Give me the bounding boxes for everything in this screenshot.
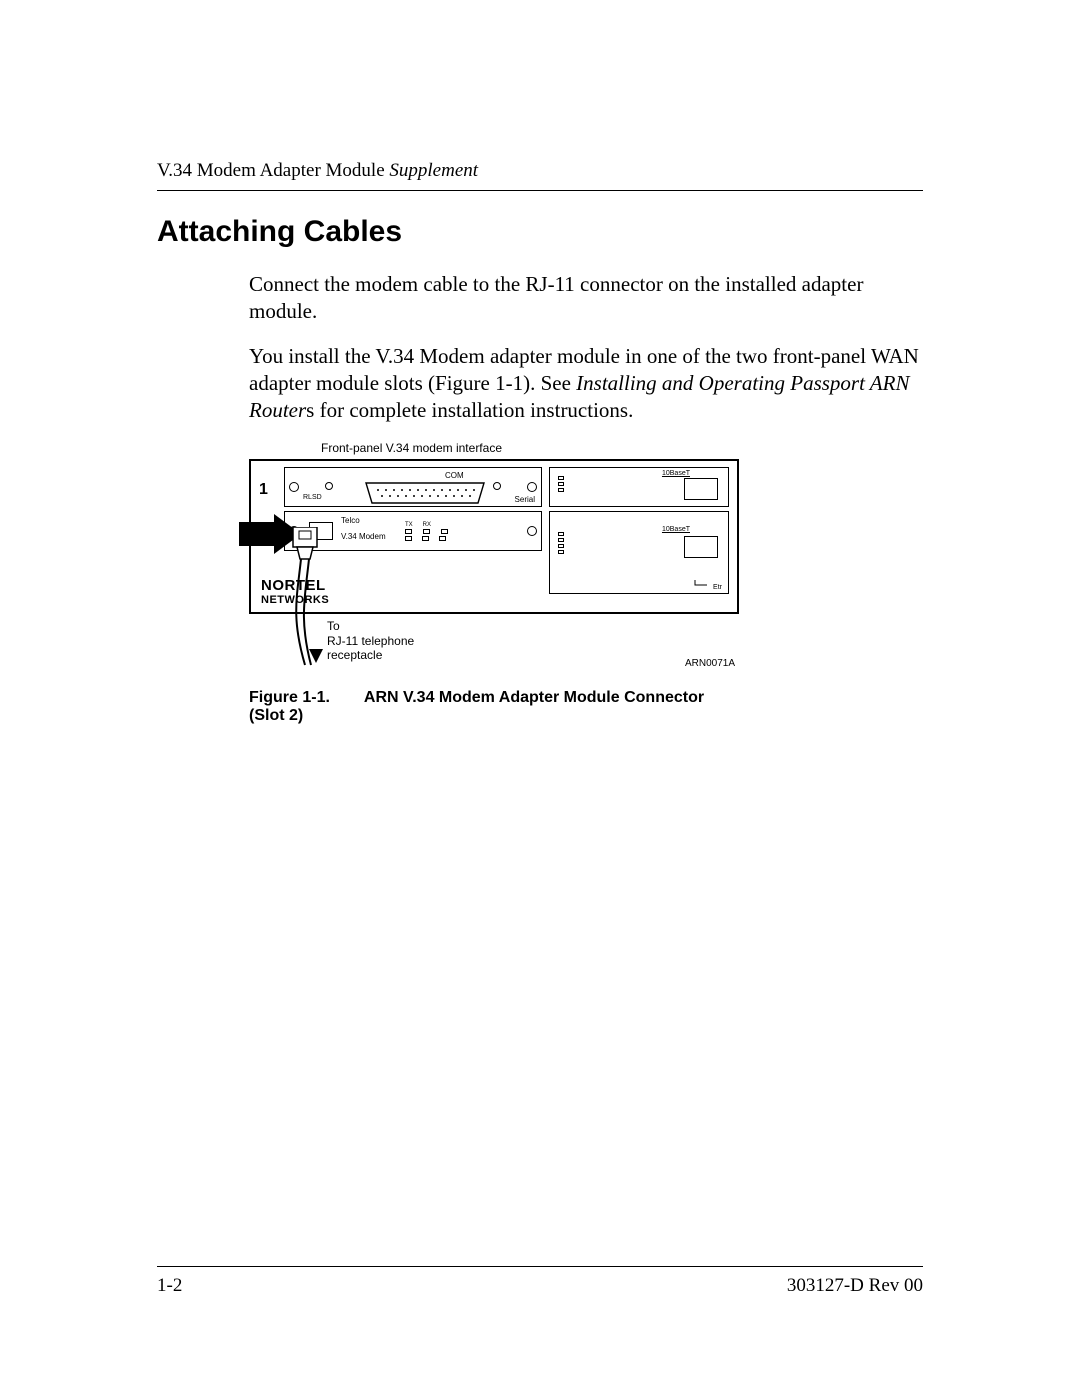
- callout-l2: RJ-11 telephone: [327, 634, 414, 648]
- page-number: 1-2: [157, 1275, 182, 1297]
- panel-diagram: 1 COM RLSD Serial: [249, 459, 739, 654]
- label-v34: V.34 Modem: [341, 532, 386, 541]
- screw-icon: [289, 482, 299, 492]
- header-title: V.34 Modem Adapter Module: [157, 160, 389, 181]
- module-ethernet-1: 10BaseT: [549, 467, 729, 507]
- header-rule: [157, 190, 923, 191]
- figure-caption-num: Figure 1-1.: [249, 689, 330, 706]
- rj45-port-icon: [684, 478, 718, 500]
- page-footer: 1-2 303127-D Rev 00: [157, 1266, 923, 1297]
- led-stack: [558, 532, 564, 554]
- callout-l1: To: [327, 619, 414, 633]
- led-row: [405, 536, 446, 541]
- jack-screw-icon: [493, 482, 501, 490]
- doc-rev: 303127-D Rev 00: [787, 1275, 923, 1297]
- cable-icon: [287, 527, 323, 667]
- led-row: TX RX: [405, 522, 448, 534]
- jack-screw-icon: [325, 482, 333, 490]
- figure-block: Front-panel V.34 modem interface 1 COM R…: [249, 441, 739, 725]
- down-arrow-icon: [309, 649, 323, 668]
- section-heading: Attaching Cables: [157, 215, 923, 249]
- screw-icon: [527, 526, 537, 536]
- figure-caption: Figure 1-1.ARN V.34 Modem Adapter Module…: [249, 689, 739, 725]
- label-serial: Serial: [515, 495, 535, 504]
- label-etr: Etr: [713, 584, 722, 591]
- module-serial: COM RLSD Serial: [284, 467, 542, 507]
- module-ethernet-2: 10BaseT Etr: [549, 511, 729, 594]
- header-title-italic: Supplement: [389, 160, 478, 181]
- figure-top-label: Front-panel V.34 modem interface: [321, 441, 739, 455]
- footer-rule: [157, 1266, 923, 1267]
- led-stack: [558, 476, 564, 492]
- paragraph-2b: s for complete installation instructions…: [306, 398, 633, 422]
- label-telco: Telco: [341, 516, 360, 525]
- bracket-icon: [694, 579, 708, 587]
- paragraph-2: You install the V.34 Modem adapter modul…: [157, 343, 923, 424]
- screw-icon: [527, 482, 537, 492]
- callout-l3: receptacle: [327, 648, 414, 662]
- callout-text: To RJ-11 telephone receptacle: [327, 619, 414, 662]
- db-connector-icon: [360, 482, 490, 504]
- label-10baset: 10BaseT: [662, 526, 690, 533]
- label-com: COM: [445, 471, 464, 480]
- paragraph-1: Connect the modem cable to the RJ-11 con…: [157, 271, 923, 325]
- slot-number: 1: [259, 481, 268, 499]
- label-10baset: 10BaseT: [662, 470, 690, 477]
- rj45-port-icon: [684, 536, 718, 558]
- label-rlsd: RLSD: [303, 494, 322, 501]
- running-header: V.34 Modem Adapter Module Supplement: [157, 160, 923, 182]
